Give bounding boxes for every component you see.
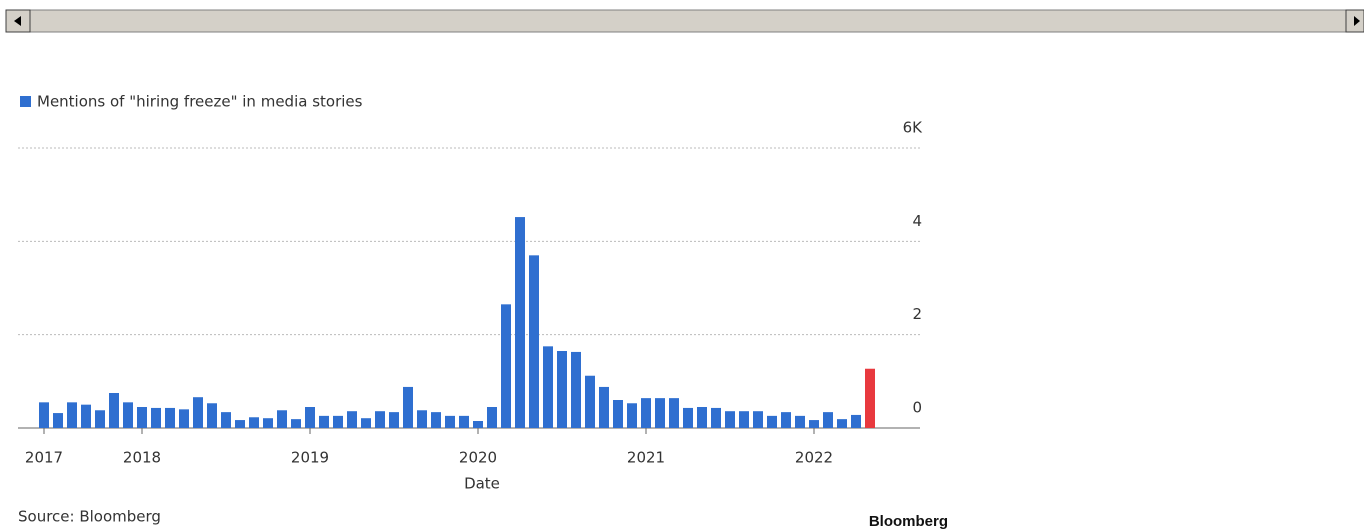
bar	[641, 398, 651, 428]
bar	[767, 415, 777, 428]
bar	[711, 407, 721, 428]
bar	[305, 407, 315, 428]
bar	[753, 411, 763, 428]
x-tick-label: 2018	[123, 449, 161, 467]
legend-label: Mentions of "hiring freeze" in media sto…	[37, 93, 363, 111]
bar	[53, 413, 63, 428]
bar	[613, 400, 623, 428]
bar	[389, 412, 399, 428]
x-tick-label: 2021	[627, 449, 665, 467]
bar	[823, 412, 833, 428]
scroll-track[interactable]	[5, 9, 1359, 33]
brand: Bloomberg	[869, 513, 948, 530]
bar	[655, 398, 665, 428]
arrow-right	[1354, 16, 1360, 26]
bar	[333, 415, 343, 428]
bar	[95, 410, 105, 428]
x-tick-label: 2017	[25, 449, 63, 467]
bar	[683, 407, 693, 428]
bar	[193, 397, 203, 428]
bar	[291, 419, 301, 428]
y-tick-label: 2	[912, 305, 922, 323]
arrow-left	[14, 16, 21, 26]
bar	[431, 412, 441, 428]
bar	[249, 417, 259, 428]
bar	[669, 398, 679, 428]
bar	[263, 418, 273, 428]
bar	[865, 368, 875, 428]
bar	[417, 410, 427, 428]
bar	[109, 393, 119, 428]
bar	[809, 420, 819, 428]
bar	[571, 351, 581, 428]
y-tick-label: 0	[912, 399, 922, 417]
bar	[529, 255, 539, 428]
bar	[221, 412, 231, 428]
scrollbar[interactable]	[5, 9, 1364, 33]
bar	[501, 304, 511, 428]
bar	[445, 415, 455, 428]
bar	[473, 421, 483, 428]
bar	[585, 375, 595, 428]
bar	[207, 403, 217, 428]
bar	[697, 407, 707, 428]
bar	[123, 402, 133, 428]
bar	[599, 386, 609, 428]
bar	[781, 412, 791, 428]
bar	[515, 217, 525, 428]
legend-swatch	[20, 96, 31, 107]
x-tick-label: 2022	[795, 449, 833, 467]
bar	[403, 386, 413, 428]
y-tick-label: 4	[912, 212, 922, 230]
bar	[165, 407, 175, 428]
bar	[557, 351, 567, 428]
bar	[179, 409, 189, 428]
x-tick-label: 2019	[291, 449, 329, 467]
bar	[739, 411, 749, 428]
bar	[151, 407, 161, 428]
y-tick-label: 6K	[903, 119, 924, 137]
bar	[137, 407, 147, 428]
bar	[67, 402, 77, 428]
bar	[543, 346, 553, 428]
bar	[795, 415, 805, 428]
x-tick-label: 2020	[459, 449, 497, 467]
bar	[39, 402, 49, 428]
bar	[487, 407, 497, 428]
bar	[725, 411, 735, 428]
bar	[627, 403, 637, 428]
bar	[235, 420, 245, 428]
bar	[459, 415, 469, 428]
bar	[375, 411, 385, 428]
x-axis-label: Date	[464, 475, 500, 493]
bar	[837, 419, 847, 428]
bar	[277, 410, 287, 428]
bar	[319, 415, 329, 428]
bar	[347, 411, 357, 428]
bar	[81, 404, 91, 428]
bar	[851, 414, 861, 428]
source: Source: Bloomberg	[18, 508, 161, 526]
bar	[361, 418, 371, 428]
